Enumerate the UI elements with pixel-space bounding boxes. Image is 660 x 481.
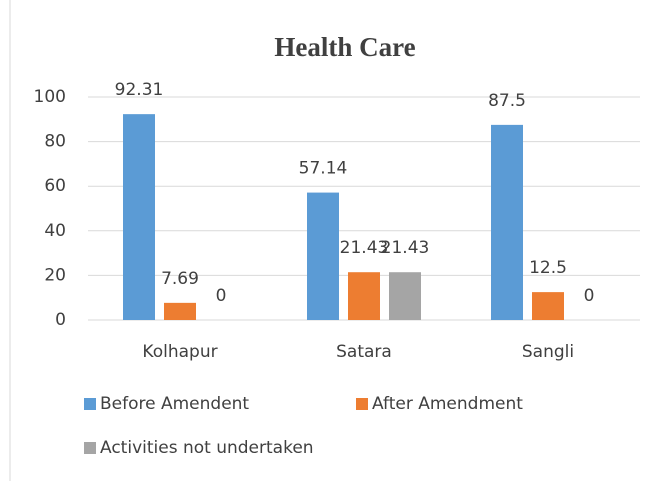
legend-label: After Amendment <box>372 394 523 414</box>
y-tick-label: 100 <box>34 87 66 107</box>
x-tick-label: Satara <box>336 342 392 362</box>
data-label: 92.31 <box>115 80 164 100</box>
legend-swatch <box>356 398 368 410</box>
data-label: 21.43 <box>340 238 389 258</box>
x-tick-label: Sangli <box>522 342 574 362</box>
legend-swatch <box>84 398 96 410</box>
data-label: 0 <box>584 286 595 306</box>
bar <box>389 272 421 320</box>
y-tick-label: 0 <box>55 310 66 330</box>
data-label: 21.43 <box>381 238 430 258</box>
data-label: 12.5 <box>529 258 567 278</box>
bar <box>532 292 564 320</box>
bar <box>491 124 523 320</box>
legend-label: Before Amendent <box>100 394 249 414</box>
bar <box>348 272 380 320</box>
y-tick-label: 80 <box>44 132 66 152</box>
x-tick-label: Kolhapur <box>142 342 217 362</box>
legend-swatch <box>84 442 96 454</box>
data-label: 57.14 <box>299 159 348 179</box>
data-label: 0 <box>216 286 227 306</box>
legend-label: Activities not undertaken <box>100 438 314 458</box>
y-tick-label: 60 <box>44 176 66 196</box>
chart-title: Health Care <box>274 32 415 62</box>
y-tick-label: 20 <box>44 265 66 285</box>
bar <box>164 302 196 320</box>
bar <box>307 192 339 320</box>
data-label: 87.5 <box>488 91 526 111</box>
data-label: 7.69 <box>161 269 199 289</box>
y-tick-label: 40 <box>44 221 66 241</box>
bar <box>123 114 155 320</box>
